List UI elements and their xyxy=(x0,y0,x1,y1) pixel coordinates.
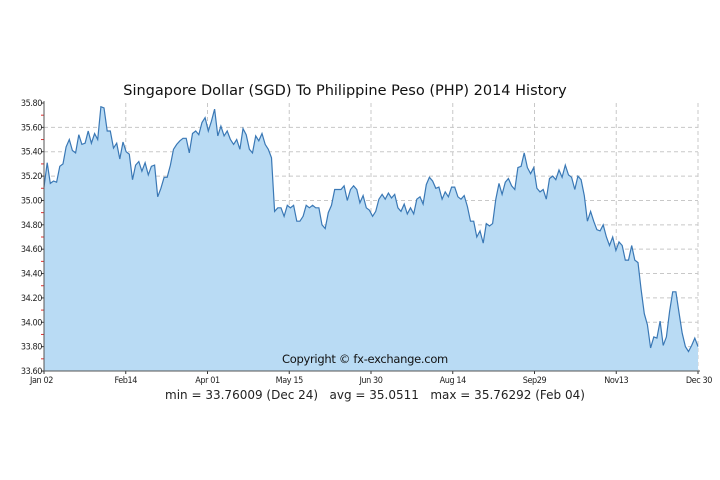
y-tick-label: 33.80 xyxy=(21,343,42,353)
x-tick-label: Sep29 xyxy=(523,376,547,386)
x-tick-label: Feb14 xyxy=(114,376,137,386)
y-tick-label: 34.40 xyxy=(21,270,42,280)
chart-title: Singapore Dollar (SGD) To Philippine Pes… xyxy=(123,83,567,99)
x-tick-label: Apr 01 xyxy=(195,376,220,386)
x-tick-label: Dec 30 xyxy=(686,376,712,386)
y-tick-label: 34.20 xyxy=(21,294,42,304)
x-tick-label: Jan 02 xyxy=(29,376,53,386)
y-tick-label: 35.00 xyxy=(21,196,42,206)
series-line xyxy=(43,105,699,353)
y-tick-label: 35.80 xyxy=(21,99,42,109)
y-tick-label: 35.60 xyxy=(21,123,42,133)
x-tick-label: Nov13 xyxy=(604,376,628,386)
y-tick-label: 35.20 xyxy=(21,172,42,182)
axes: 35.80 35.60 35.40 35.20 35.00 34.80 34.60 34.40… xyxy=(21,99,713,386)
x-tick-label: Aug 14 xyxy=(440,376,467,386)
y-tick-label: 33.60 xyxy=(21,367,42,377)
y-tick-label: 34.80 xyxy=(21,221,42,231)
copyright-text: Copyright © fx-exchange.com xyxy=(282,352,448,366)
y-tick-label: 35.40 xyxy=(21,148,42,158)
x-tick-label: Jun 30 xyxy=(358,376,382,386)
x-tick-label: May 15 xyxy=(276,376,303,386)
stats-summary: min = 33.76009 (Dec 24) avg = 35.0511 ma… xyxy=(165,388,585,402)
y-tick-label: 34.60 xyxy=(21,245,42,255)
y-tick-label: 34.00 xyxy=(21,318,42,328)
